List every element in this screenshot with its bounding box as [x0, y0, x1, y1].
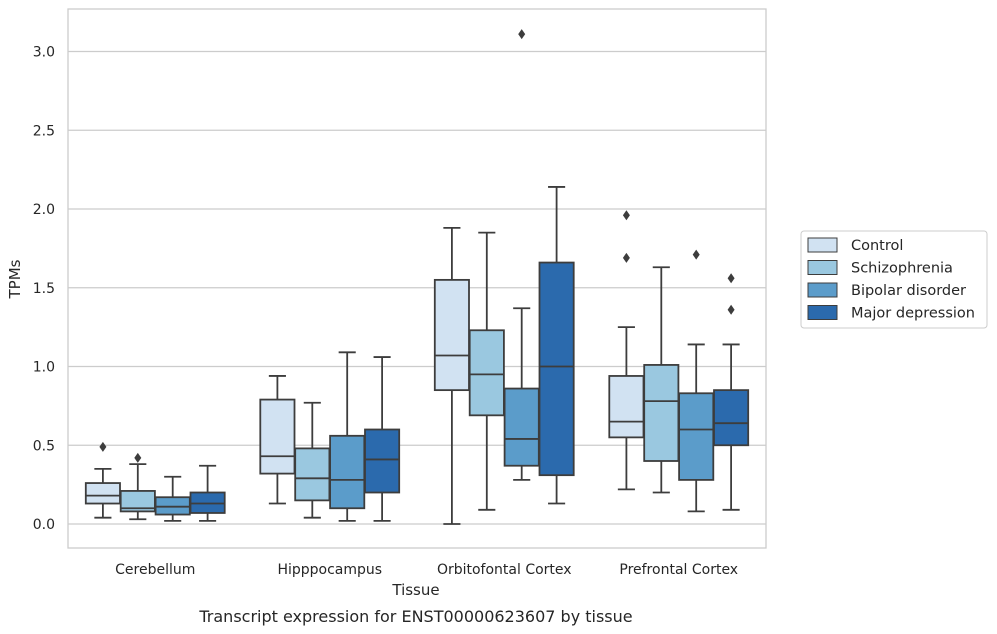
outlier-point [99, 441, 107, 452]
y-tick-label: 1.5 [33, 281, 55, 297]
y-axis-label: TPMs [6, 259, 24, 299]
box [329, 434, 366, 510]
box-group [713, 273, 750, 511]
legend-swatch [807, 305, 838, 320]
box-group [503, 29, 540, 481]
x-tick-label: Cerebellum [115, 562, 195, 578]
box-group [189, 464, 226, 522]
box-group [259, 375, 296, 505]
outlier-point [727, 273, 735, 284]
x-tick-label: Prefrontal Cortex [619, 562, 738, 578]
outlier-point [622, 210, 630, 221]
box [503, 387, 540, 467]
legend-swatch [807, 282, 838, 298]
y-tick-label: 2.0 [33, 202, 55, 218]
grid-lines [68, 50, 766, 525]
box-group [84, 441, 121, 519]
box-group [119, 452, 156, 521]
y-tick-label: 3.0 [33, 45, 55, 61]
legend: Control Schizophrenia Bipolar disorder Majo… [800, 230, 988, 329]
legend-swatch [807, 260, 838, 275]
legend-frame [800, 230, 988, 329]
box-group [329, 351, 366, 522]
box [84, 482, 121, 505]
x-axis-tick-labels: Cerebellum Hipppocampus Orbitofontal Corte… [115, 562, 738, 578]
legend-entry-label: Schizophrenia [851, 261, 953, 277]
y-tick-label: 0.5 [33, 438, 55, 454]
y-tick-label: 0.0 [33, 517, 55, 533]
box-group [154, 475, 191, 522]
box [643, 364, 680, 462]
box-group [678, 249, 715, 513]
box [678, 392, 715, 481]
legend-swatch [807, 237, 838, 253]
box-group [608, 210, 645, 491]
y-tick-label: 2.5 [33, 123, 55, 139]
box [294, 447, 331, 502]
box-group [643, 266, 680, 494]
outlier-point [692, 249, 700, 260]
y-axis-tick-labels: 0.0 0.5 1.0 1.5 2.0 2.5 3.0 [33, 45, 55, 534]
x-axis-label: Tissue [391, 581, 439, 599]
outlier-point [727, 304, 735, 315]
box-group [294, 401, 331, 519]
plot-frame [67, 8, 767, 549]
legend-entry-label: Major depression [851, 306, 975, 322]
outlier-point [134, 452, 142, 463]
box [259, 398, 296, 475]
outlier-point [622, 252, 630, 263]
box [433, 278, 470, 392]
x-tick-label: Hipppocampus [277, 562, 382, 578]
box-group [468, 231, 505, 511]
x-tick-label: Orbitofontal Cortex [437, 562, 572, 578]
box-group [364, 356, 401, 522]
y-tick-label: 1.0 [33, 360, 55, 376]
box [713, 389, 750, 447]
legend-entry-label: Control [851, 238, 903, 254]
box [364, 428, 401, 494]
box [468, 329, 505, 417]
box-group [538, 186, 575, 505]
outlier-point [518, 29, 526, 40]
box-group [433, 226, 470, 525]
box-plot-boxes [84, 29, 750, 525]
legend-entry-label: Bipolar disorder [851, 283, 966, 299]
figure-caption: Transcript expression for ENST0000062360… [198, 607, 632, 626]
box [608, 375, 645, 439]
box [538, 261, 575, 477]
